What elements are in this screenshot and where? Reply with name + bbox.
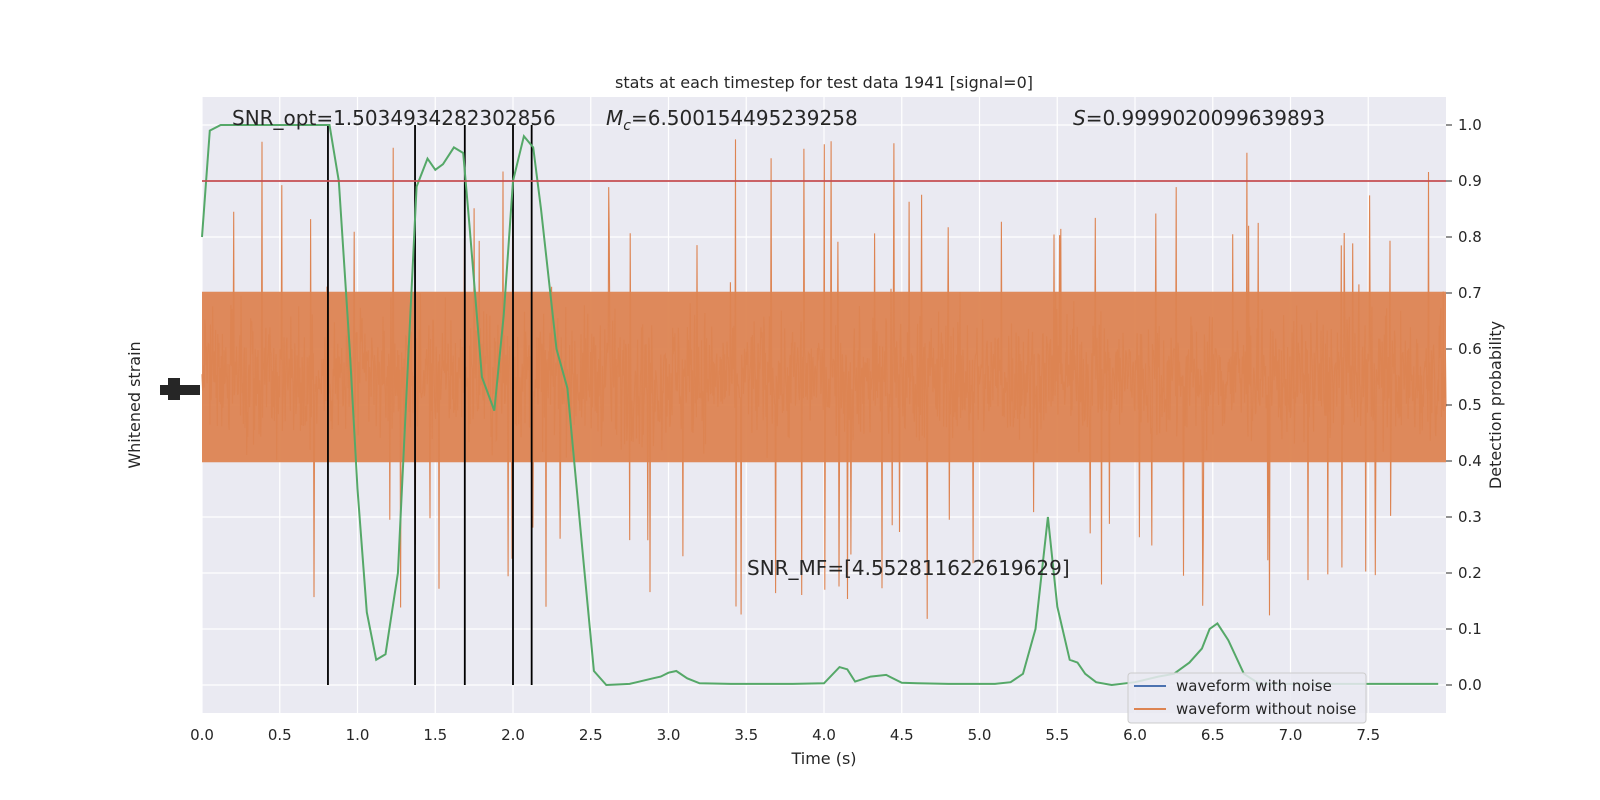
chirp-mass-symbol: M [606, 106, 623, 130]
x-tick-label-9: 4.5 [890, 726, 914, 744]
chirp-mass-value: =6.500154495239258 [631, 106, 858, 130]
x-tick-label-12: 6.0 [1123, 726, 1147, 744]
y-tick-label-8: 0.8 [1458, 228, 1482, 246]
score-annotation: S=0.9999020099639893 [1073, 106, 1325, 130]
y-tick-label-7: 0.7 [1458, 284, 1482, 302]
y-tick-label-2: 0.2 [1458, 564, 1482, 582]
y-tick-label-4: 0.4 [1458, 452, 1482, 470]
x-tick-label-10: 5.0 [968, 726, 992, 744]
x-tick-label-14: 7.0 [1279, 726, 1303, 744]
x-tick-label-3: 1.5 [423, 726, 447, 744]
score-symbol: S [1073, 106, 1086, 130]
y-tick-label-1: 0.1 [1458, 620, 1482, 638]
score-value: =0.9999020099639893 [1086, 106, 1325, 130]
event-lines [327, 125, 533, 685]
legend-box [1127, 672, 1367, 724]
x-tick-label-5: 2.5 [579, 726, 603, 744]
snr-mf-annotation: SNR_MF=[4.552811622619629] [747, 556, 1070, 580]
y-axis-ticks: 0.0 0.1 0.2 0.3 0.4 0.5 0.6 0.7 0.8 0.9 1.0 [1446, 116, 1482, 694]
x-tick-label-0: 0.0 [190, 726, 214, 744]
chirp-mass-subscript: c [623, 118, 631, 134]
x-tick-label-7: 3.5 [734, 726, 758, 744]
left-axis-label: Whitened strain [125, 341, 144, 468]
x-tick-label-2: 1.0 [346, 726, 370, 744]
y-tick-label-6: 0.6 [1458, 340, 1482, 358]
y-tick-label-5: 0.5 [1458, 396, 1482, 414]
chirp-mass-annotation: Mc=6.500154495239258 [606, 106, 858, 134]
legend: waveform with noise waveform without noi… [1127, 672, 1367, 724]
x-axis-label: Time (s) [790, 749, 856, 768]
chart-title: stats at each timestep for test data 194… [615, 73, 1033, 92]
x-tick-label-6: 3.0 [657, 726, 681, 744]
x-tick-label-4: 2.0 [501, 726, 525, 744]
x-tick-label-8: 4.0 [812, 726, 836, 744]
y-tick-label-9: 0.9 [1458, 172, 1482, 190]
y-tick-label-10: 1.0 [1458, 116, 1482, 134]
left-axis-collapsed-ticks [160, 378, 200, 400]
x-axis-ticks: 0.0 0.5 1.0 1.5 2.0 2.5 3.0 3.5 4.0 4.5 5.0 5.5 6.0 6… [190, 726, 1380, 744]
x-tick-label-15: 7.5 [1356, 726, 1380, 744]
snr-opt-annotation: SNR_opt=1.5034934282302856 [232, 106, 556, 130]
legend-label-without-noise: waveform without noise [1176, 700, 1356, 718]
x-tick-label-1: 0.5 [268, 726, 292, 744]
noise-waveform-line [201, 139, 1447, 619]
legend-label-with-noise: waveform with noise [1176, 677, 1332, 695]
y-tick-label-3: 0.3 [1458, 508, 1482, 526]
x-tick-label-11: 5.5 [1045, 726, 1069, 744]
x-tick-label-13: 6.5 [1201, 726, 1225, 744]
right-axis-label: Detection probability [1486, 321, 1505, 489]
y-tick-label-0: 0.0 [1458, 676, 1482, 694]
